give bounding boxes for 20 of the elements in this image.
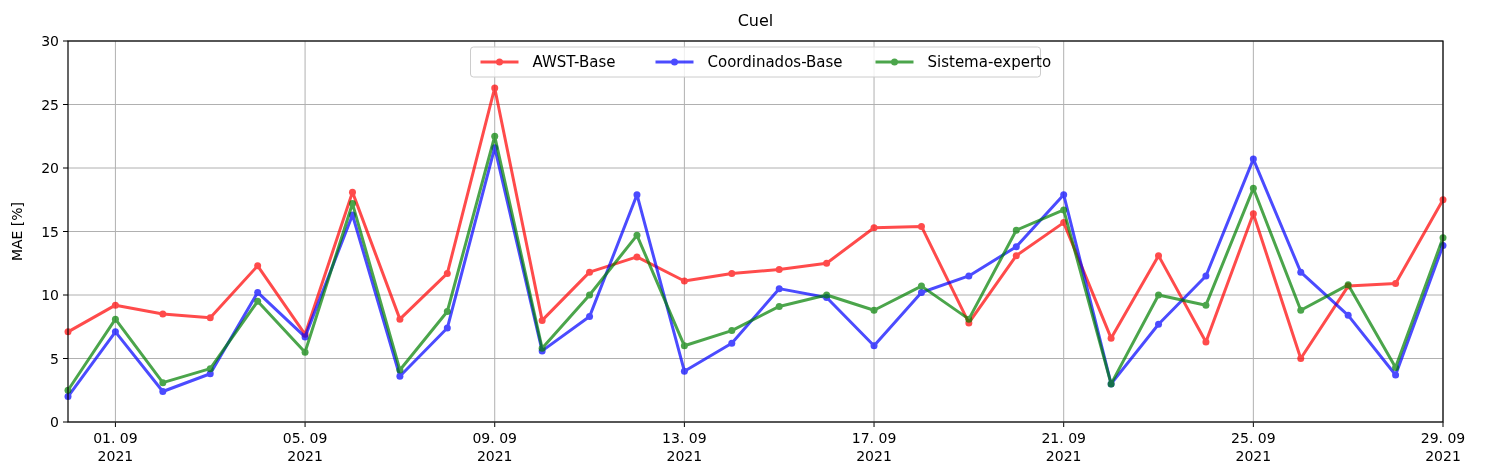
x-tick-label: 17. 09 2021 — [851, 430, 897, 464]
y-axis-title: MAE [%] — [9, 201, 25, 262]
chart-title: Cuel — [737, 11, 774, 30]
x-tick-label: 29. 09 2021 — [1420, 430, 1466, 464]
x-tick-label: 13. 09 2021 — [662, 430, 707, 464]
y-tick-label: 25 — [41, 96, 59, 113]
x-tick-label: 05. 09 2021 — [282, 430, 328, 464]
y-tick-label: 10 — [41, 287, 59, 303]
x-tick-label: 21. 09 2021 — [1041, 430, 1086, 464]
legend-label: AWST-Base — [532, 53, 616, 71]
y-tick-label: 30 — [41, 33, 59, 49]
y-tick-label: 20 — [41, 160, 59, 176]
y-tick-label: 15 — [41, 223, 59, 240]
legend-label: Sistema-experto — [927, 53, 1052, 71]
legend-label: Coordinados-Base — [707, 53, 843, 71]
x-tick-label: 09. 09 2021 — [472, 430, 517, 464]
y-tick-label: 0 — [50, 414, 59, 430]
x-tick-label: 01. 09 2021 — [93, 430, 138, 464]
y-tick-label: 5 — [50, 350, 59, 367]
x-tick-label: 25. 09 2021 — [1231, 430, 1276, 464]
